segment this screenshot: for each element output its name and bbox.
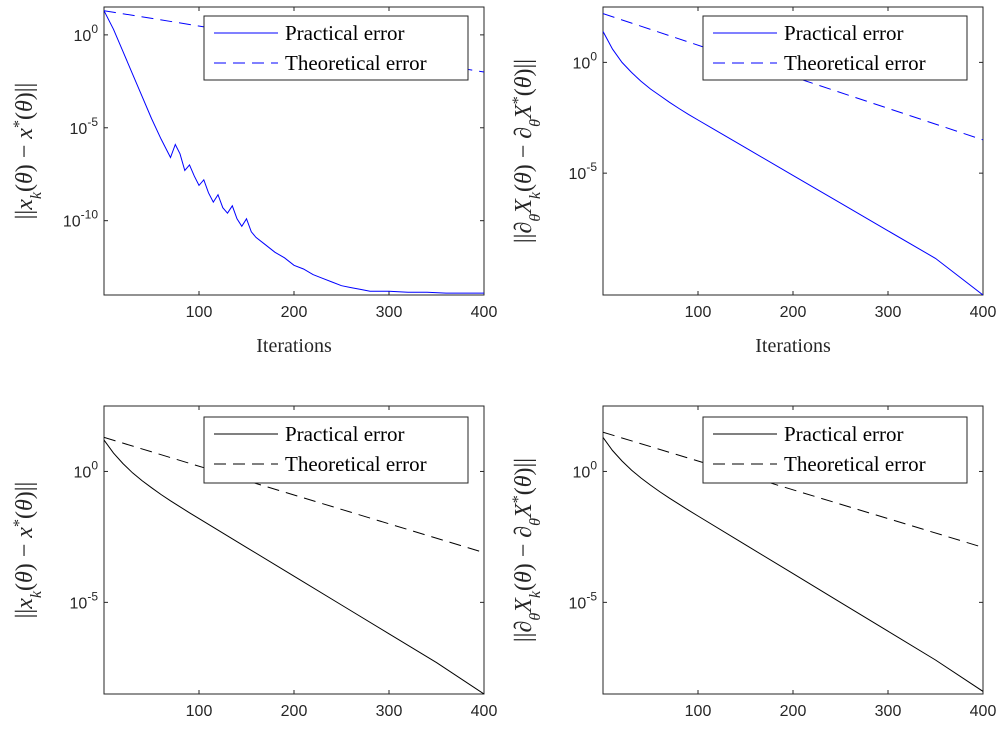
x-tick-label: 200: [281, 304, 308, 321]
x-tick-label: 100: [685, 304, 712, 321]
x-tick-label: 300: [875, 304, 902, 321]
practical-error-line: [603, 31, 983, 295]
x-tick-label: 400: [471, 304, 498, 321]
legend-entry-label: Practical error: [285, 422, 405, 446]
chart-panel-1: 100 200 300 400 100 10-5 10-10 Practical error T…: [11, 6, 498, 357]
legend-box: [203, 416, 469, 484]
chart-panel-3: 100 200 300 400 100 10-5 Practical error Theore…: [11, 405, 498, 720]
chart-panel-4: 100 200 300 400 100 10-5 Practical error Theore…: [510, 405, 997, 720]
x-tick-label: 400: [970, 304, 997, 321]
practical-error-line: [104, 439, 484, 694]
legend-entry-label: Theoretical error: [784, 51, 926, 75]
legend-box: [702, 15, 968, 81]
legend: Practical error Theoretical error: [203, 15, 469, 81]
x-axis-label: Iterations: [256, 335, 332, 357]
practical-error-line: [104, 10, 484, 294]
y-tick-label: 100: [74, 458, 99, 481]
x-tick-label: 300: [376, 703, 403, 720]
x-axis-label: Iterations: [755, 335, 831, 357]
y-axis-label: ||∂θXk(θ) − ∂θX*(θ)||: [510, 458, 544, 642]
legend: Practical error Theoretical error: [203, 416, 469, 484]
y-tick-label: 100: [573, 458, 598, 481]
legend-entry-label: Theoretical error: [784, 452, 926, 476]
x-tick-label: 300: [875, 703, 902, 720]
x-tick-label: 400: [471, 703, 498, 720]
y-axis-label: ||xk(θ) − x*(θ)||: [11, 83, 45, 220]
y-tick-label: 10-10: [63, 208, 98, 231]
legend-entry-label: Theoretical error: [285, 452, 427, 476]
x-tick-label: 100: [186, 703, 213, 720]
x-tick-label: 100: [186, 304, 213, 321]
legend-box: [702, 416, 968, 484]
y-tick-label: 10-5: [70, 115, 99, 138]
legend-entry-label: Practical error: [784, 422, 904, 446]
practical-error-line: [603, 437, 983, 692]
legend-entry-label: Practical error: [784, 21, 904, 45]
legend-box: [203, 15, 469, 81]
y-tick-label: 100: [573, 49, 598, 72]
y-tick-label: 10-5: [569, 589, 598, 612]
legend: Practical error Theoretical error: [702, 416, 968, 484]
theoretical-error-line: [104, 436, 484, 554]
legend: Practical error Theoretical error: [702, 15, 968, 81]
x-tick-label: 300: [376, 304, 403, 321]
x-tick-label: 200: [780, 304, 807, 321]
y-tick-label: 10-5: [70, 589, 99, 612]
y-axis-label: ||∂θXk(θ) − ∂θX*(θ)||: [510, 59, 544, 243]
legend-entry-label: Theoretical error: [285, 51, 427, 75]
y-tick-label: 100: [74, 22, 99, 45]
x-tick-label: 100: [685, 703, 712, 720]
x-tick-label: 200: [281, 703, 308, 720]
x-tick-label: 200: [780, 703, 807, 720]
legend-entry-label: Practical error: [285, 21, 405, 45]
x-tick-label: 400: [970, 703, 997, 720]
y-tick-label: 10-5: [569, 160, 598, 183]
theoretical-error-line: [603, 431, 983, 548]
chart-panel-2: 100 200 300 400 100 10-5 Practical error Theore…: [510, 6, 997, 357]
y-axis-label: ||xk(θ) − x*(θ)||: [11, 482, 45, 619]
